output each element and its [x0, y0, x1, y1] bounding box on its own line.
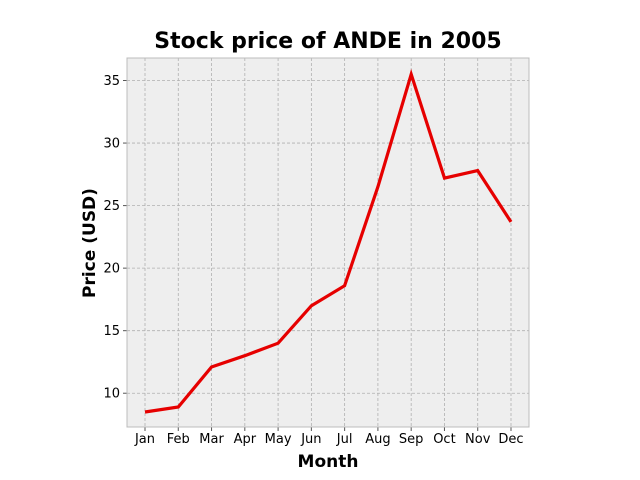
x-tick-label: Nov	[465, 432, 491, 447]
y-tick-label: 35	[103, 74, 120, 89]
chart-title: Stock price of ANDE in 2005	[154, 29, 501, 54]
plot-area	[127, 58, 529, 427]
x-tick-label: Sep	[399, 432, 424, 447]
x-tick-label: Dec	[498, 432, 523, 447]
series-group	[144, 68, 513, 414]
series-line	[144, 68, 513, 414]
y-tick-label: 20	[103, 262, 120, 277]
y-tick-label: 30	[103, 137, 120, 152]
x-tick-label: Oct	[433, 432, 455, 447]
y-axis-label: Price (USD)	[80, 188, 100, 298]
y-tick-label: 10	[103, 387, 120, 402]
y-tick-label: 15	[103, 324, 120, 339]
x-tick-label: Feb	[167, 432, 190, 447]
y-tick-label: 25	[103, 199, 120, 214]
gridlines	[127, 58, 529, 427]
x-tick-label: Mar	[199, 432, 224, 447]
x-tick-label: May	[265, 432, 292, 447]
x-tick-label: Aug	[365, 432, 390, 447]
y-axis-ticks: 10 15 20 25 30 35	[103, 74, 127, 402]
x-axis-label: Month	[298, 452, 359, 472]
x-axis-ticks: Jan Feb Mar Apr May Jun Jul Aug Sep Oct Nov Dec	[134, 427, 524, 447]
x-tick-label: Jul	[336, 432, 353, 447]
x-tick-label: Jan	[134, 432, 155, 447]
plot-frame	[126, 57, 530, 428]
x-tick-label: Jun	[300, 432, 321, 447]
x-tick-label: Apr	[234, 432, 257, 447]
